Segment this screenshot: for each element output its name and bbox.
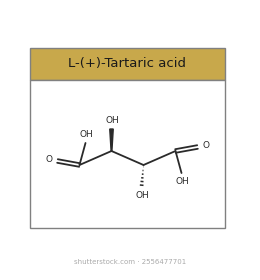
Text: O: O (46, 155, 53, 165)
Bar (30, 80, 225, 228)
Bar (30, 48, 225, 80)
Text: L-(+)-Tartaric acid: L-(+)-Tartaric acid (68, 57, 186, 71)
Text: OH: OH (136, 191, 149, 200)
Text: O: O (203, 141, 210, 151)
Text: OH: OH (106, 116, 119, 125)
Polygon shape (110, 129, 113, 151)
Text: shutterstock.com · 2556477701: shutterstock.com · 2556477701 (74, 259, 186, 265)
Text: OH: OH (80, 130, 93, 139)
Text: OH: OH (176, 177, 189, 186)
